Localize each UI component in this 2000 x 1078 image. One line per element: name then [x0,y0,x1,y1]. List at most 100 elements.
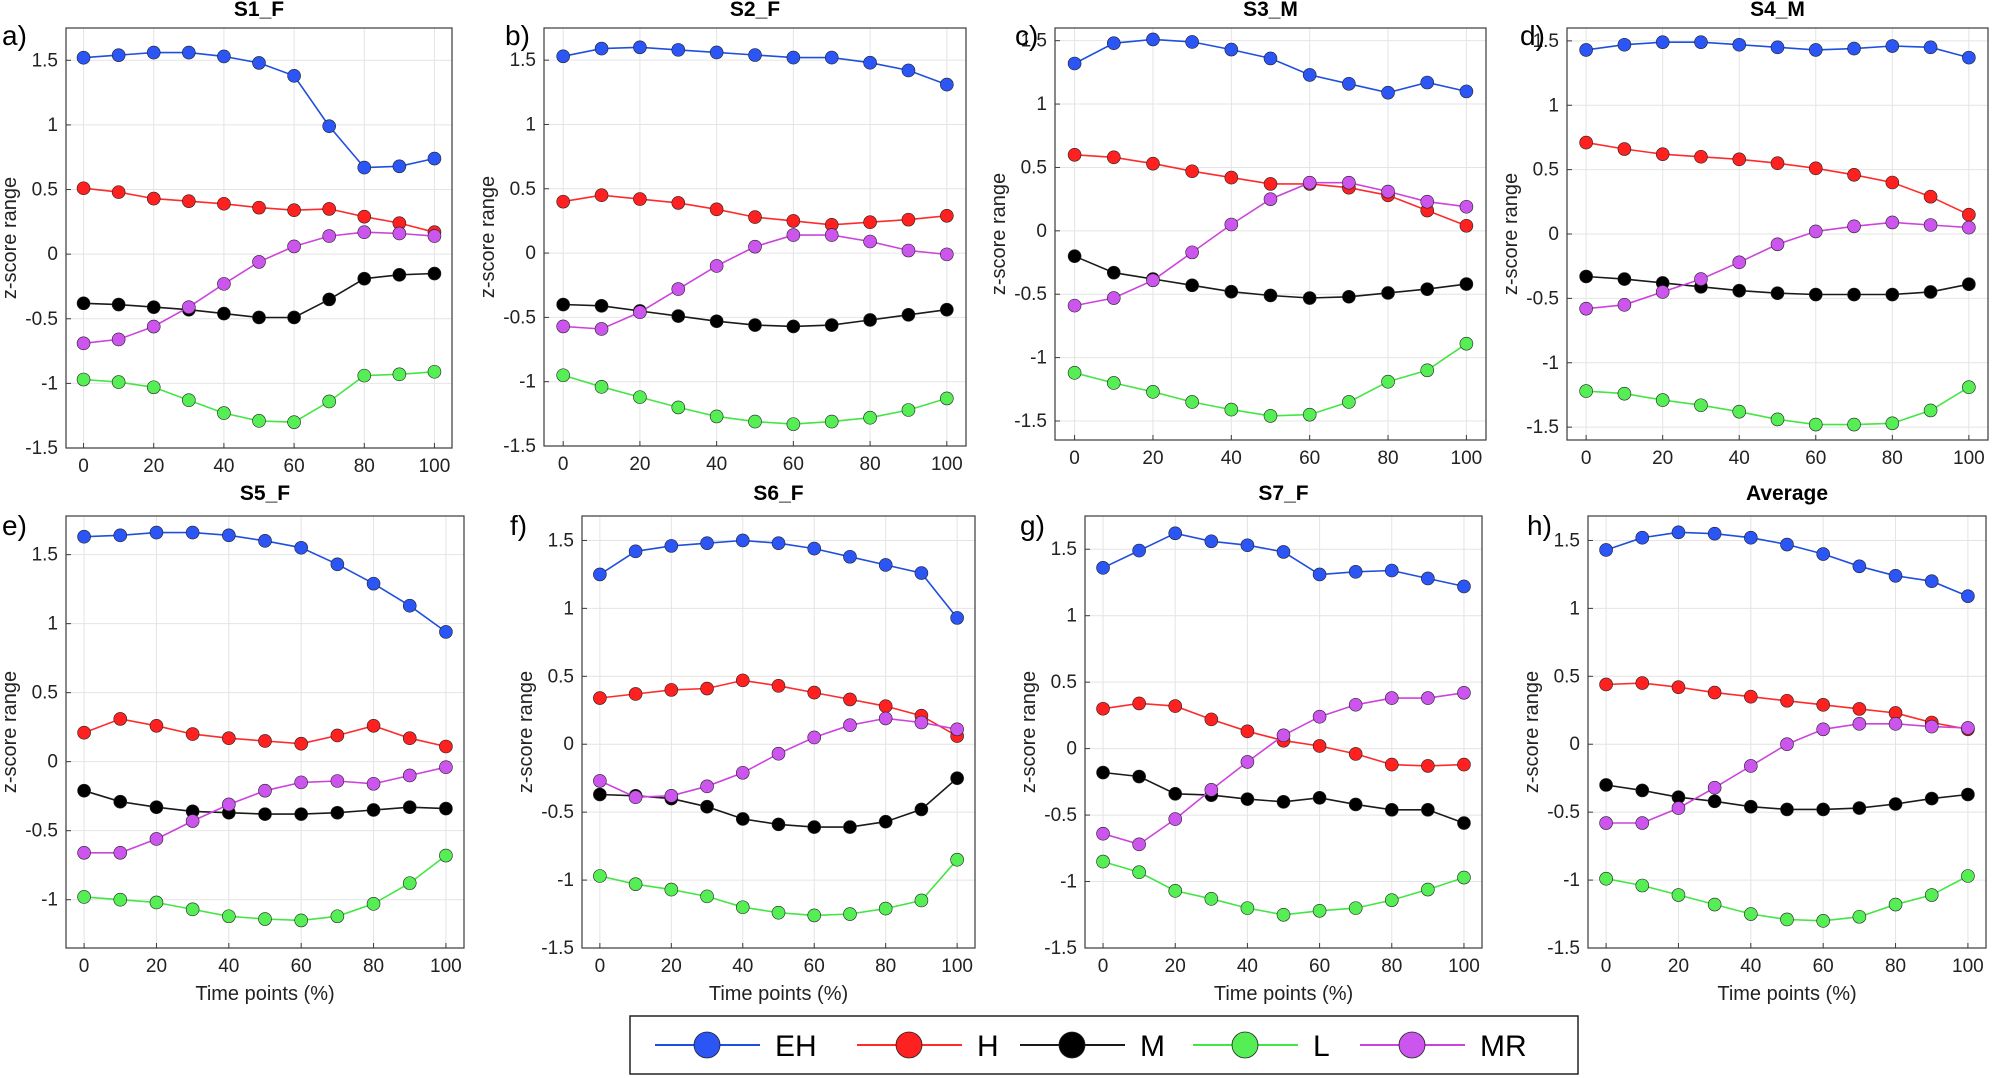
y-tick-label: 1 [1548,95,1559,116]
data-point-m [735,812,750,826]
data-point-mr [1240,755,1255,769]
data-point-h [366,718,381,733]
y-tick-label: 0.5 [32,180,58,201]
x-tick-label: 80 [363,956,384,977]
data-point-eh [1421,571,1435,586]
data-point-l [1671,888,1686,902]
y-tick-label: -1 [1060,872,1077,893]
data-point-eh [76,50,91,65]
data-point-eh [1185,35,1199,49]
data-point-mr [222,797,236,812]
y-tick-label: 1 [525,114,536,135]
data-point-eh [182,45,196,60]
panel-s6-f: 0 20 40 60 80 100 -1.5 -1 -0.5 0 0.5 1 1.5 S6_F f) z-sc… [510,482,976,1005]
data-point-m [1420,282,1435,296]
series-l [1096,854,1471,922]
data-point-m [1185,278,1199,293]
data-point-mr [357,225,372,239]
data-point-l [146,380,161,395]
data-point-eh [1276,545,1291,559]
series-l [1599,869,1975,928]
data-point-h [294,736,308,751]
data-point-mr [1302,175,1317,190]
y-axis-label: z-score range [1521,671,1543,793]
legend-marker [693,1031,721,1059]
data-point-h [878,699,893,713]
data-point-m [366,803,381,817]
y-axis-label: z-score range [1018,671,1040,793]
data-point-m [1707,794,1722,809]
x-tick-label: 20 [1142,448,1163,469]
data-point-mr [863,234,877,249]
y-tick-label: 0.5 [548,666,574,687]
data-point-eh [330,557,345,572]
data-point-l [556,368,570,383]
data-point-l [914,893,929,908]
data-point-mr [1276,728,1291,743]
data-point-eh [1457,579,1471,594]
data-point-m [1312,790,1327,805]
data-point-l [1381,374,1395,389]
data-point-m [1276,794,1291,809]
data-point-mr [1579,301,1593,316]
data-point-l [76,372,91,387]
data-point-eh [824,50,839,65]
data-point-m [1168,787,1183,801]
data-point-eh [1694,35,1708,49]
data-point-eh [901,63,916,78]
data-point-eh [258,534,272,548]
data-point-mr [671,282,686,296]
panel-letter: h) [1527,510,1552,541]
data-point-l [1617,386,1632,401]
data-point-l [1888,897,1903,912]
data-point-l [1732,404,1747,419]
data-point-eh [878,558,893,572]
data-point-m [1381,286,1395,300]
panel-letter: e) [2,510,27,541]
data-point-mr [914,715,929,730]
data-point-m [1342,289,1356,304]
data-point-l [664,882,679,897]
data-point-h [185,727,200,741]
data-point-l [1168,884,1183,898]
x-tick-label: 60 [783,454,804,475]
x-tick-label: 40 [1740,956,1761,977]
plot-area [66,28,452,448]
data-point-mr [807,730,822,745]
x-tick-label: 0 [595,956,606,977]
data-point-mr [1168,812,1183,826]
data-point-l [1459,336,1474,351]
data-point-eh [1635,530,1650,545]
y-tick-label: -0.5 [1044,805,1077,826]
data-point-l [1421,882,1435,897]
legend-item-h: H [857,1030,999,1063]
data-point-eh [1204,534,1219,549]
x-tick-label: 60 [1299,448,1320,469]
data-point-h [863,215,877,230]
legend-label: EH [775,1030,817,1063]
series-eh [76,45,442,175]
data-point-l [1961,869,1975,883]
data-point-m [843,820,857,834]
data-point-h [1579,135,1593,150]
data-point-mr [940,247,954,262]
data-point-mr [1671,801,1686,815]
data-point-m [217,306,231,321]
x-tick-label: 0 [1581,448,1592,469]
data-point-mr [901,243,916,258]
data-point-eh [1263,51,1278,66]
data-point-mr [594,322,609,336]
data-point-l [843,907,857,921]
data-point-l [1342,395,1356,409]
data-point-h [594,188,609,202]
data-point-h [439,739,453,754]
data-point-mr [1770,237,1785,252]
plot-area [1588,516,1986,948]
series-eh [1579,35,1976,65]
data-point-l [1276,907,1291,922]
x-tick-label: 0 [78,456,89,477]
data-point-l [786,417,801,431]
data-point-mr [664,789,679,803]
data-point-m [1924,791,1939,806]
